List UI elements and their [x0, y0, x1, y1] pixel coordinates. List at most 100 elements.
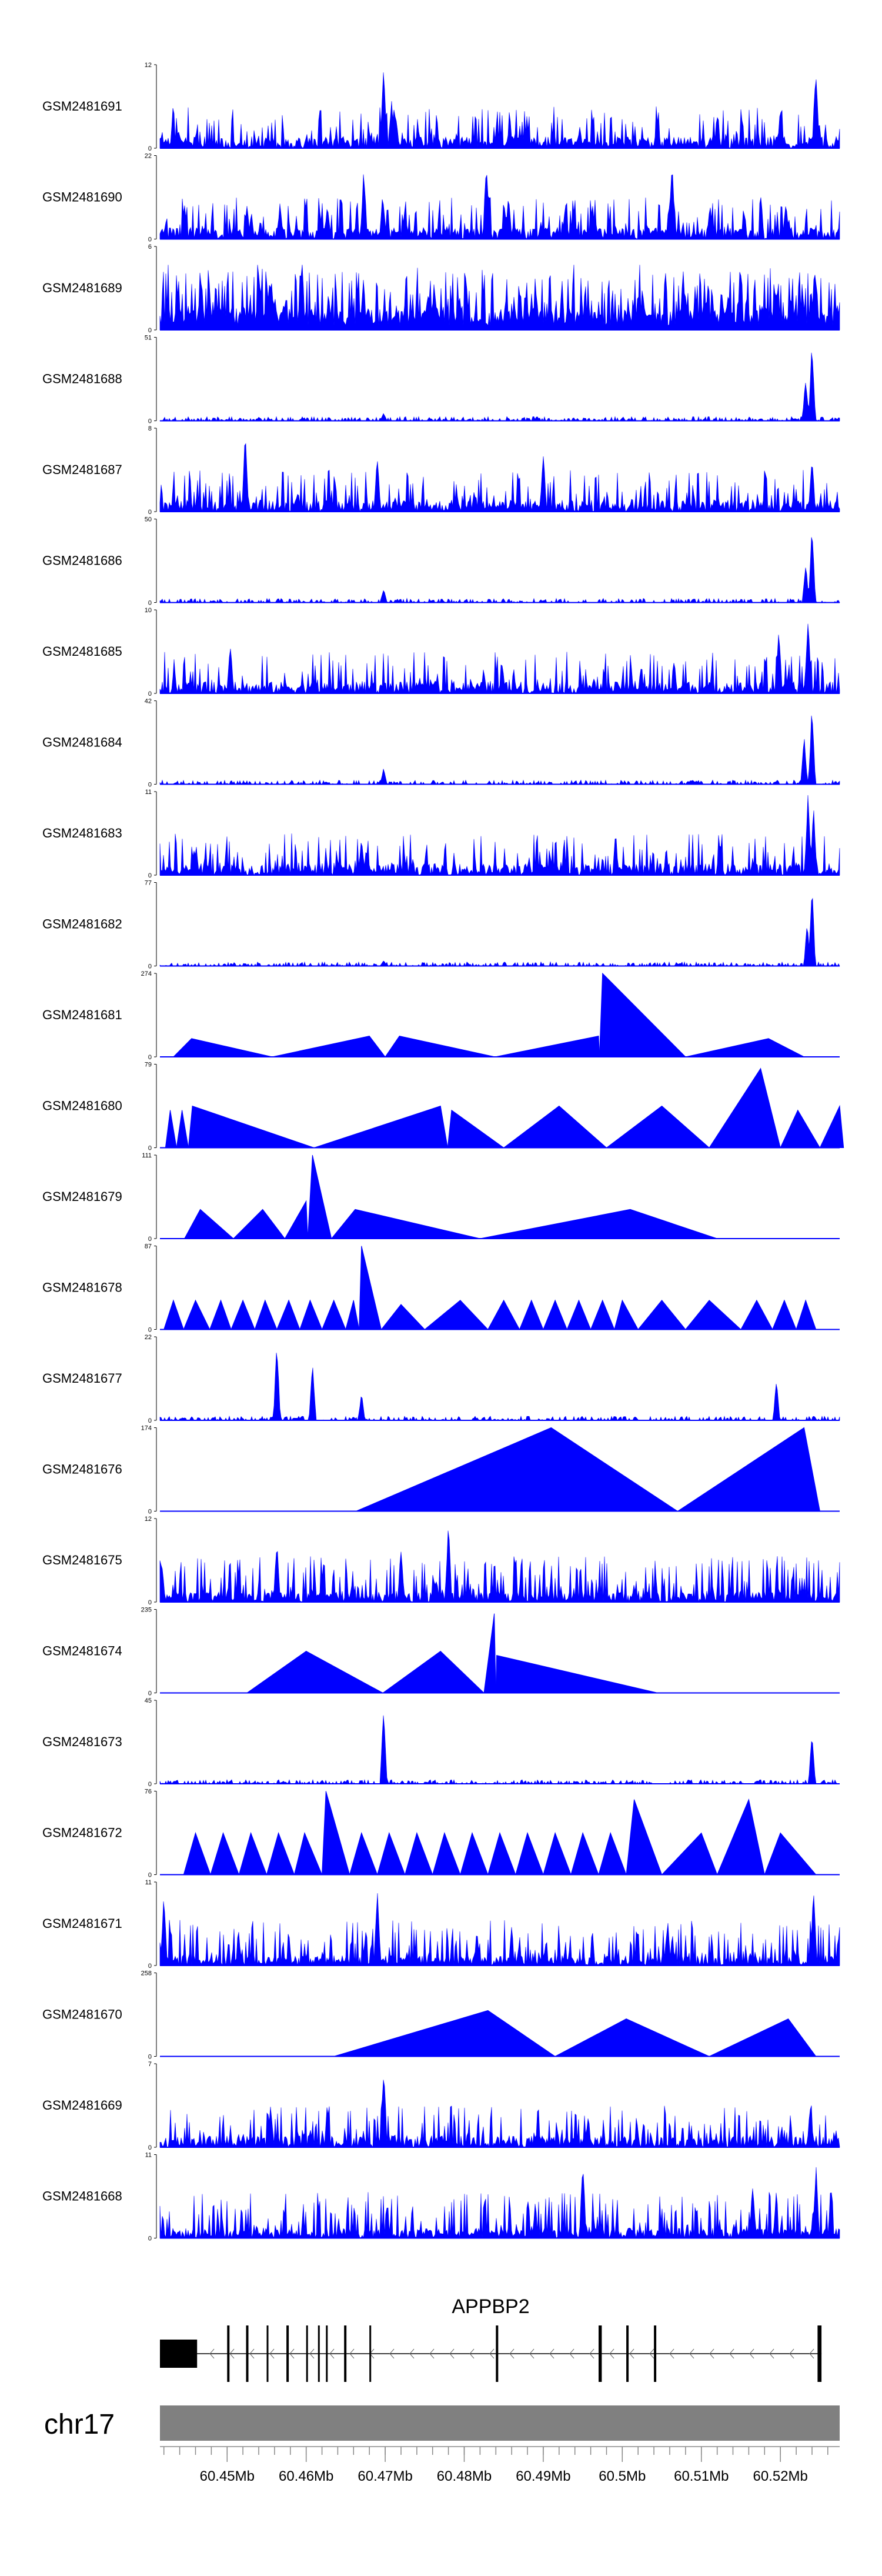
coverage-area	[159, 2080, 840, 2148]
coverage-segment	[590, 1299, 615, 1330]
strand-arrow	[389, 2348, 395, 2359]
coverage-segment	[254, 1299, 278, 1330]
track-GSM2481686: GSM2481686 50 0	[42, 516, 840, 607]
y-max-label: 22	[145, 1334, 152, 1341]
gene-exon	[344, 2325, 347, 2382]
gene-exon	[626, 2325, 629, 2382]
track-label: GSM2481680	[42, 1099, 122, 1113]
coverage-area	[159, 1893, 840, 1966]
strand-arrow	[629, 2348, 634, 2359]
y-min-label: 0	[148, 1054, 152, 1061]
gene-exon	[306, 2325, 308, 2382]
axis-tick-label: 60.52Mb	[753, 2468, 807, 2484]
y-min-label: 0	[148, 509, 152, 516]
coverage-area	[159, 623, 840, 695]
y-min-label: 0	[148, 1145, 152, 1152]
track-label: GSM2481690	[42, 190, 122, 205]
y-max-label: 6	[148, 243, 152, 251]
strand-arrow	[609, 2348, 614, 2359]
chromosome-track: chr17	[44, 2405, 840, 2441]
coverage-segment	[359, 1246, 382, 1330]
y-max-label: 8	[148, 425, 152, 432]
coverage-segment	[349, 1831, 378, 1875]
coverage-segment	[232, 1209, 286, 1239]
coverage-segment	[209, 1299, 232, 1330]
coverage-segment	[183, 1209, 235, 1239]
strand-arrow	[649, 2348, 654, 2359]
y-max-label: 77	[145, 880, 152, 887]
track-label: GSM2481679	[42, 1189, 122, 1204]
strand-arrow	[729, 2348, 734, 2359]
y-min-label: 0	[148, 1236, 152, 1243]
coverage-segment	[554, 2018, 710, 2057]
track-label: GSM2481682	[42, 917, 122, 932]
coverage-segment	[176, 1110, 189, 1148]
gene-exon	[286, 2325, 289, 2382]
coverage-segment	[716, 1798, 765, 1875]
axis-tick-label: 60.47Mb	[358, 2468, 412, 2484]
y-max-label: 42	[145, 698, 152, 705]
coverage-area	[159, 174, 840, 240]
track-label: GSM2481681	[42, 1007, 122, 1022]
coverage-segment	[566, 1299, 592, 1330]
coverage-segment	[487, 1299, 520, 1330]
coverage-area	[159, 352, 840, 422]
strand-arrow	[789, 2348, 794, 2359]
coverage-segment	[385, 1035, 496, 1057]
y-min-label: 0	[148, 1327, 152, 1334]
strand-arrow	[249, 2348, 255, 2359]
coverage-segment	[614, 1299, 639, 1330]
coverage-segment	[676, 1427, 821, 1511]
track-label: GSM2481684	[42, 735, 122, 750]
track-GSM2481676: GSM2481676 174 0	[42, 1425, 840, 1516]
coverage-segment	[495, 1654, 658, 1693]
y-max-label: 258	[141, 1970, 152, 1977]
track-GSM2481683: GSM2481683 11 0	[42, 789, 840, 879]
coverage-segment	[183, 1831, 211, 1875]
coverage-segment	[543, 1299, 568, 1330]
chromosome-label: chr17	[44, 2409, 115, 2440]
coverage-segment	[405, 1831, 433, 1875]
coverage-segment	[172, 1038, 273, 1057]
coverage-tracks: GSM2481691120GSM2481690220GSM248168960GS…	[42, 62, 844, 2243]
coverage-segment	[380, 1304, 426, 1330]
coverage-segment	[432, 1831, 461, 1875]
coverage-segment	[606, 1105, 710, 1148]
y-min-label: 0	[148, 690, 152, 698]
coverage-segment	[307, 1154, 332, 1239]
y-min-label: 0	[148, 1509, 152, 1516]
track-label: GSM2481689	[42, 281, 122, 295]
track-label: GSM2481688	[42, 372, 122, 386]
y-min-label: 0	[148, 782, 152, 789]
coverage-area	[159, 537, 840, 603]
coverage-segment	[519, 1299, 544, 1330]
strand-arrow	[589, 2348, 594, 2359]
y-min-label: 0	[148, 2144, 152, 2151]
gene-exon	[496, 2325, 499, 2382]
gene-track: APPBP2	[160, 2295, 822, 2382]
track-GSM2481687: GSM2481687 8 0	[42, 425, 840, 516]
y-max-label: 174	[141, 1425, 152, 1432]
track-GSM2481668: GSM2481668 11 0	[42, 2152, 840, 2243]
coverage-segment	[780, 1109, 821, 1148]
coverage-segment	[599, 972, 687, 1057]
track-GSM2481677: GSM2481677 22 0	[42, 1334, 840, 1424]
coverage-segment	[685, 1038, 804, 1057]
coverage-segment	[356, 1427, 679, 1511]
track-GSM2481688: GSM2481688 51 0	[42, 335, 840, 425]
coverage-area	[159, 2167, 840, 2239]
strand-arrow	[529, 2348, 534, 2359]
strand-arrow	[469, 2348, 475, 2359]
coverage-segment	[771, 1299, 797, 1330]
strand-arrow	[689, 2348, 694, 2359]
coverage-segment	[709, 1067, 781, 1148]
coverage-segment	[345, 1300, 360, 1330]
strand-arrow	[289, 2348, 295, 2359]
gene-exon	[326, 2325, 328, 2382]
y-min-label: 0	[148, 2054, 152, 2061]
coverage-area	[159, 443, 840, 512]
track-label: GSM2481670	[42, 2007, 122, 2022]
y-min-label: 0	[148, 1690, 152, 1697]
coverage-segment	[483, 1613, 496, 1693]
